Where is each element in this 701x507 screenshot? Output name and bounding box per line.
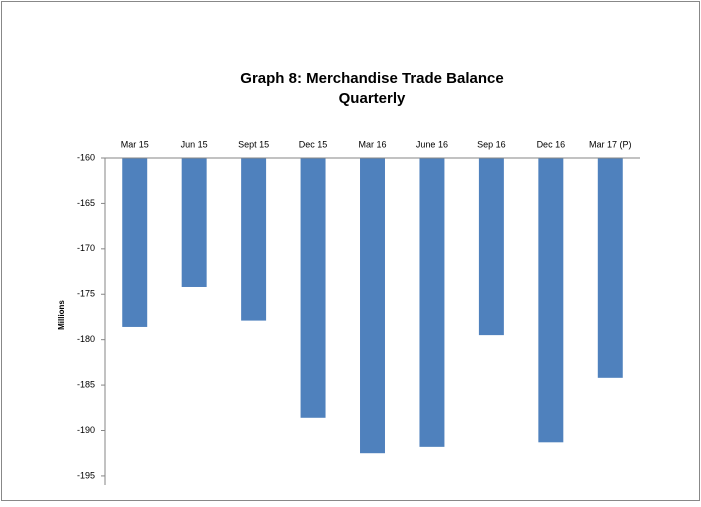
bar (419, 158, 445, 447)
x-tick-label: June 16 (416, 139, 448, 149)
x-tick-label: Dec 16 (537, 139, 566, 149)
bar (122, 158, 148, 327)
y-tick-label: -160 (77, 152, 95, 162)
y-tick-label: -190 (77, 425, 95, 435)
x-tick-label: Sep 16 (477, 139, 506, 149)
x-tick-label: Mar 15 (121, 139, 149, 149)
bar (360, 158, 385, 454)
y-tick-label: -185 (77, 379, 95, 389)
y-axis-label: Millions (57, 300, 66, 330)
x-tick-label: Sept 15 (238, 139, 269, 149)
x-tick-label: Jun 15 (181, 139, 208, 149)
chart-subtitle: Quarterly (339, 90, 406, 107)
x-tick-label: Dec 15 (299, 139, 328, 149)
x-tick-label: Mar 17 (P) (589, 139, 632, 149)
bar (241, 158, 267, 321)
bar (478, 158, 504, 336)
chart-title: Graph 8: Merchandise Trade Balance (240, 70, 503, 87)
y-tick-label: -170 (77, 243, 95, 253)
bar (597, 158, 623, 378)
bar (181, 158, 207, 287)
y-tick-label: -165 (77, 198, 95, 208)
y-tick-label: -195 (77, 470, 95, 480)
bar (538, 158, 564, 443)
x-tick-label: Mar 16 (358, 139, 386, 149)
bar (300, 158, 326, 418)
y-tick-label: -175 (77, 289, 95, 299)
y-tick-label: -180 (77, 334, 95, 344)
